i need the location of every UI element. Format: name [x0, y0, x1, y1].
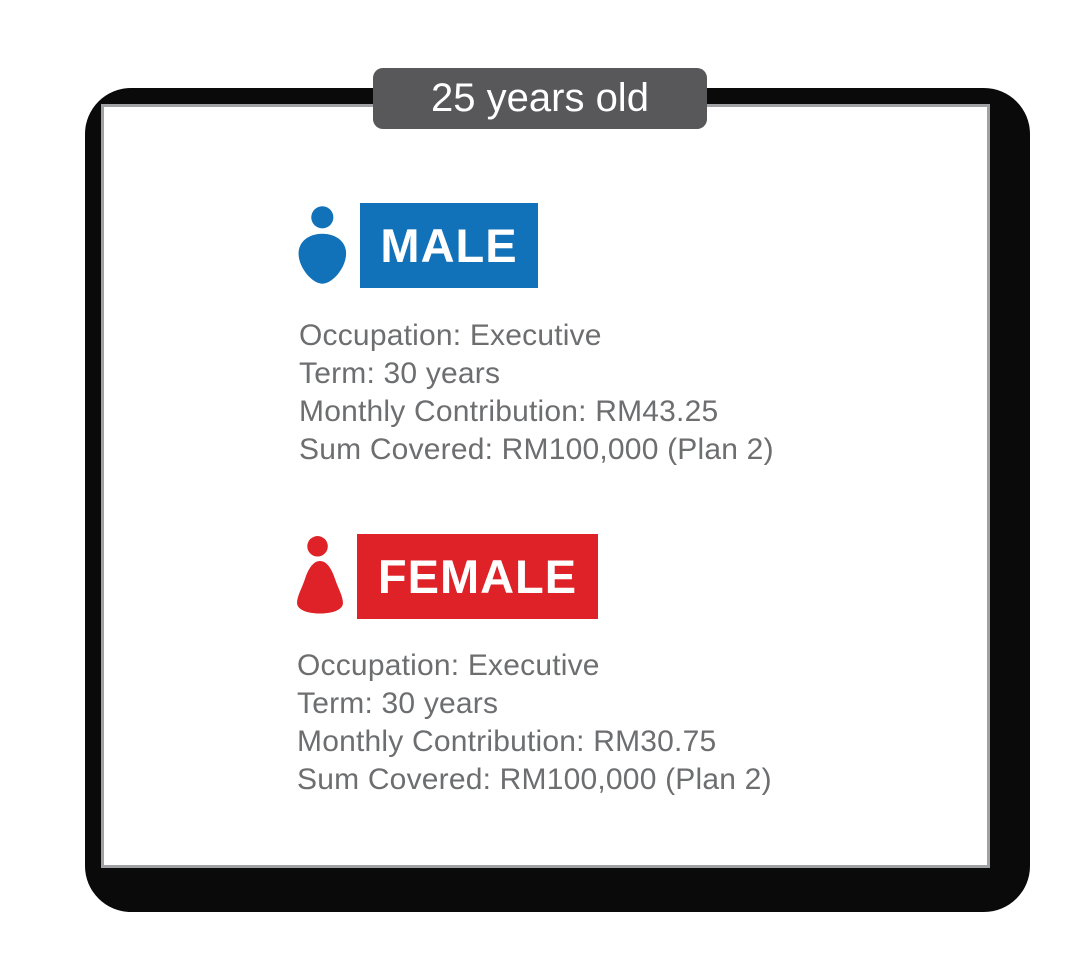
female-badge-label: FEMALE — [377, 550, 578, 603]
male-badge-label: MALE — [380, 219, 518, 272]
male-person-icon — [298, 206, 347, 284]
female-occupation-line: Occupation: Executive — [297, 649, 600, 682]
female-sum-covered-line: Sum Covered: RM100,000 (Plan 2) — [297, 763, 772, 796]
male-details: Occupation: Executive Term: 30 years Mon… — [299, 317, 774, 469]
female-person-icon — [297, 536, 343, 614]
age-tab: 25 years old — [373, 68, 707, 129]
age-tab-label: 25 years old — [431, 76, 649, 120]
tablet-screen — [101, 104, 990, 868]
male-badge: MALE — [360, 203, 538, 288]
male-occupation-line: Occupation: Executive — [299, 319, 602, 352]
female-badge: FEMALE — [357, 534, 598, 619]
female-contribution-line: Monthly Contribution: RM30.75 — [297, 725, 717, 758]
male-contribution-line: Monthly Contribution: RM43.25 — [299, 395, 719, 428]
female-term-line: Term: 30 years — [297, 687, 499, 720]
male-term-line: Term: 30 years — [299, 357, 501, 390]
male-sum-covered-line: Sum Covered: RM100,000 (Plan 2) — [299, 433, 774, 466]
female-details: Occupation: Executive Term: 30 years Mon… — [297, 647, 772, 799]
